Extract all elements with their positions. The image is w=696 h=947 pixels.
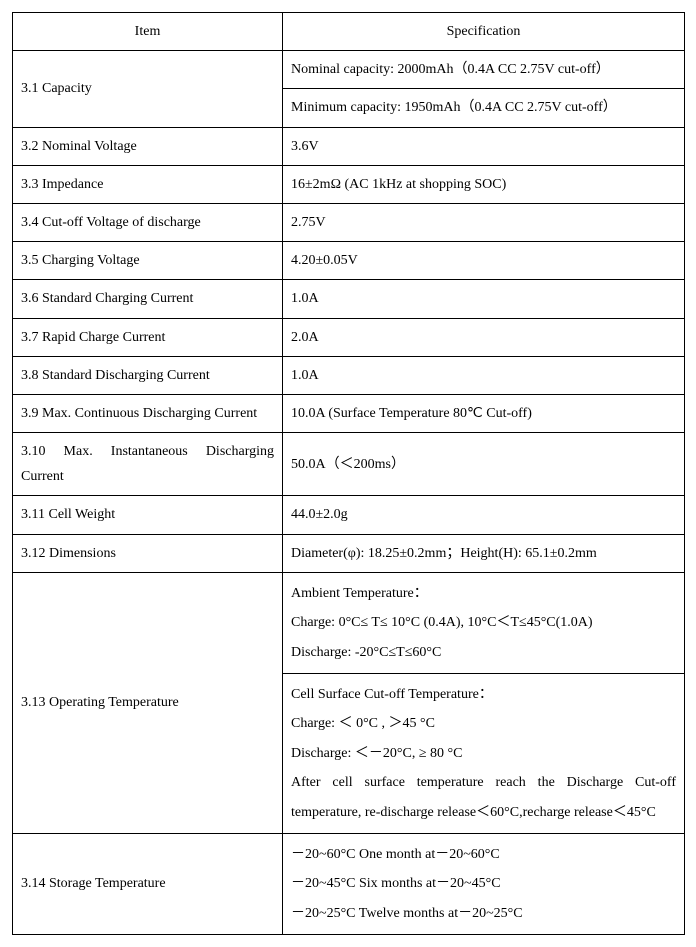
cell-spec: 2.0A [283,318,685,356]
cell-item: 3.4 Cut-off Voltage of discharge [13,203,283,241]
table-header-row: Item Specification [13,13,685,51]
cell-item: 3.10 Max. Instantaneous Discharging Curr… [13,433,283,496]
table-row: 3.10 Max. Instantaneous Discharging Curr… [13,433,685,496]
text-line: Discharge: -20°C≤T≤60°C [291,638,676,667]
cell-spec: Ambient Temperature：Charge: 0°C≤ T≤ 10°C… [283,572,685,673]
cell-spec: Cell Surface Cut-off Temperature：Charge:… [283,673,685,833]
cell-item: 3.8 Standard Discharging Current [13,356,283,394]
table-row: 3.11 Cell Weight 44.0±2.0g [13,496,685,534]
cell-item: 3.9 Max. Continuous Discharging Current [13,394,283,432]
cell-spec: 2.75V [283,203,685,241]
text-line: －20~45°C Six months at－20~45°C [291,869,676,898]
cell-item: 3.11 Cell Weight [13,496,283,534]
cell-item: 3.14 Storage Temperature [13,833,283,934]
table-row: 3.1 Capacity Nominal capacity: 2000mAh（0… [13,51,685,89]
table-row: 3.4 Cut-off Voltage of discharge 2.75V [13,203,685,241]
cell-spec: 16±2mΩ (AC 1kHz at shopping SOC) [283,165,685,203]
cell-spec: Nominal capacity: 2000mAh（0.4A CC 2.75V … [283,51,685,89]
cell-spec: 1.0A [283,356,685,394]
cell-item: 3.2 Nominal Voltage [13,127,283,165]
cell-item: 3.1 Capacity [13,51,283,127]
table-row: 3.12 Dimensions Diameter(φ): 18.25±0.2mm… [13,534,685,572]
table-row: 3.3 Impedance 16±2mΩ (AC 1kHz at shoppin… [13,165,685,203]
table-row: 3.6 Standard Charging Current 1.0A [13,280,685,318]
cell-spec: 3.6V [283,127,685,165]
table-row: 3.2 Nominal Voltage 3.6V [13,127,685,165]
text-line: Charge: ＜ 0°C , ＞45 °C [291,709,676,738]
table-row: 3.9 Max. Continuous Discharging Current … [13,394,685,432]
spec-table: Item Specification 3.1 Capacity Nominal … [12,12,685,935]
cell-item: 3.6 Standard Charging Current [13,280,283,318]
cell-spec: 1.0A [283,280,685,318]
header-spec: Specification [283,13,685,51]
cell-spec: 4.20±0.05V [283,242,685,280]
cell-item: 3.7 Rapid Charge Current [13,318,283,356]
table-row: 3.8 Standard Discharging Current 1.0A [13,356,685,394]
cell-spec: Minimum capacity: 1950mAh（0.4A CC 2.75V … [283,89,685,127]
text-line: －20~25°C Twelve months at－20~25°C [291,899,676,928]
cell-spec: 44.0±2.0g [283,496,685,534]
table-row: 3.14 Storage Temperature －20~60°C One mo… [13,833,685,934]
text-line: Discharge: ＜－20°C, ≥ 80 °C [291,739,676,768]
text-line: Cell Surface Cut-off Temperature： [291,680,676,709]
text-line: Charge: 0°C≤ T≤ 10°C (0.4A), 10°C＜T≤45°C… [291,608,676,637]
cell-spec: 10.0A (Surface Temperature 80℃ Cut-off) [283,394,685,432]
text-line: After cell surface temperature reach the… [291,768,676,827]
table-row: 3.7 Rapid Charge Current 2.0A [13,318,685,356]
cell-item: 3.12 Dimensions [13,534,283,572]
cell-spec: －20~60°C One month at－20~60°C－20~45°C Si… [283,833,685,934]
table-row: 3.5 Charging Voltage 4.20±0.05V [13,242,685,280]
cell-spec: Diameter(φ): 18.25±0.2mm；Height(H): 65.1… [283,534,685,572]
cell-item: 3.3 Impedance [13,165,283,203]
table-row: 3.13 Operating Temperature Ambient Tempe… [13,572,685,673]
text-line: －20~60°C One month at－20~60°C [291,840,676,869]
text-line: Ambient Temperature： [291,579,676,608]
cell-spec: 50.0A（＜200ms） [283,433,685,496]
cell-item: 3.13 Operating Temperature [13,572,283,833]
cell-item: 3.5 Charging Voltage [13,242,283,280]
header-item: Item [13,13,283,51]
